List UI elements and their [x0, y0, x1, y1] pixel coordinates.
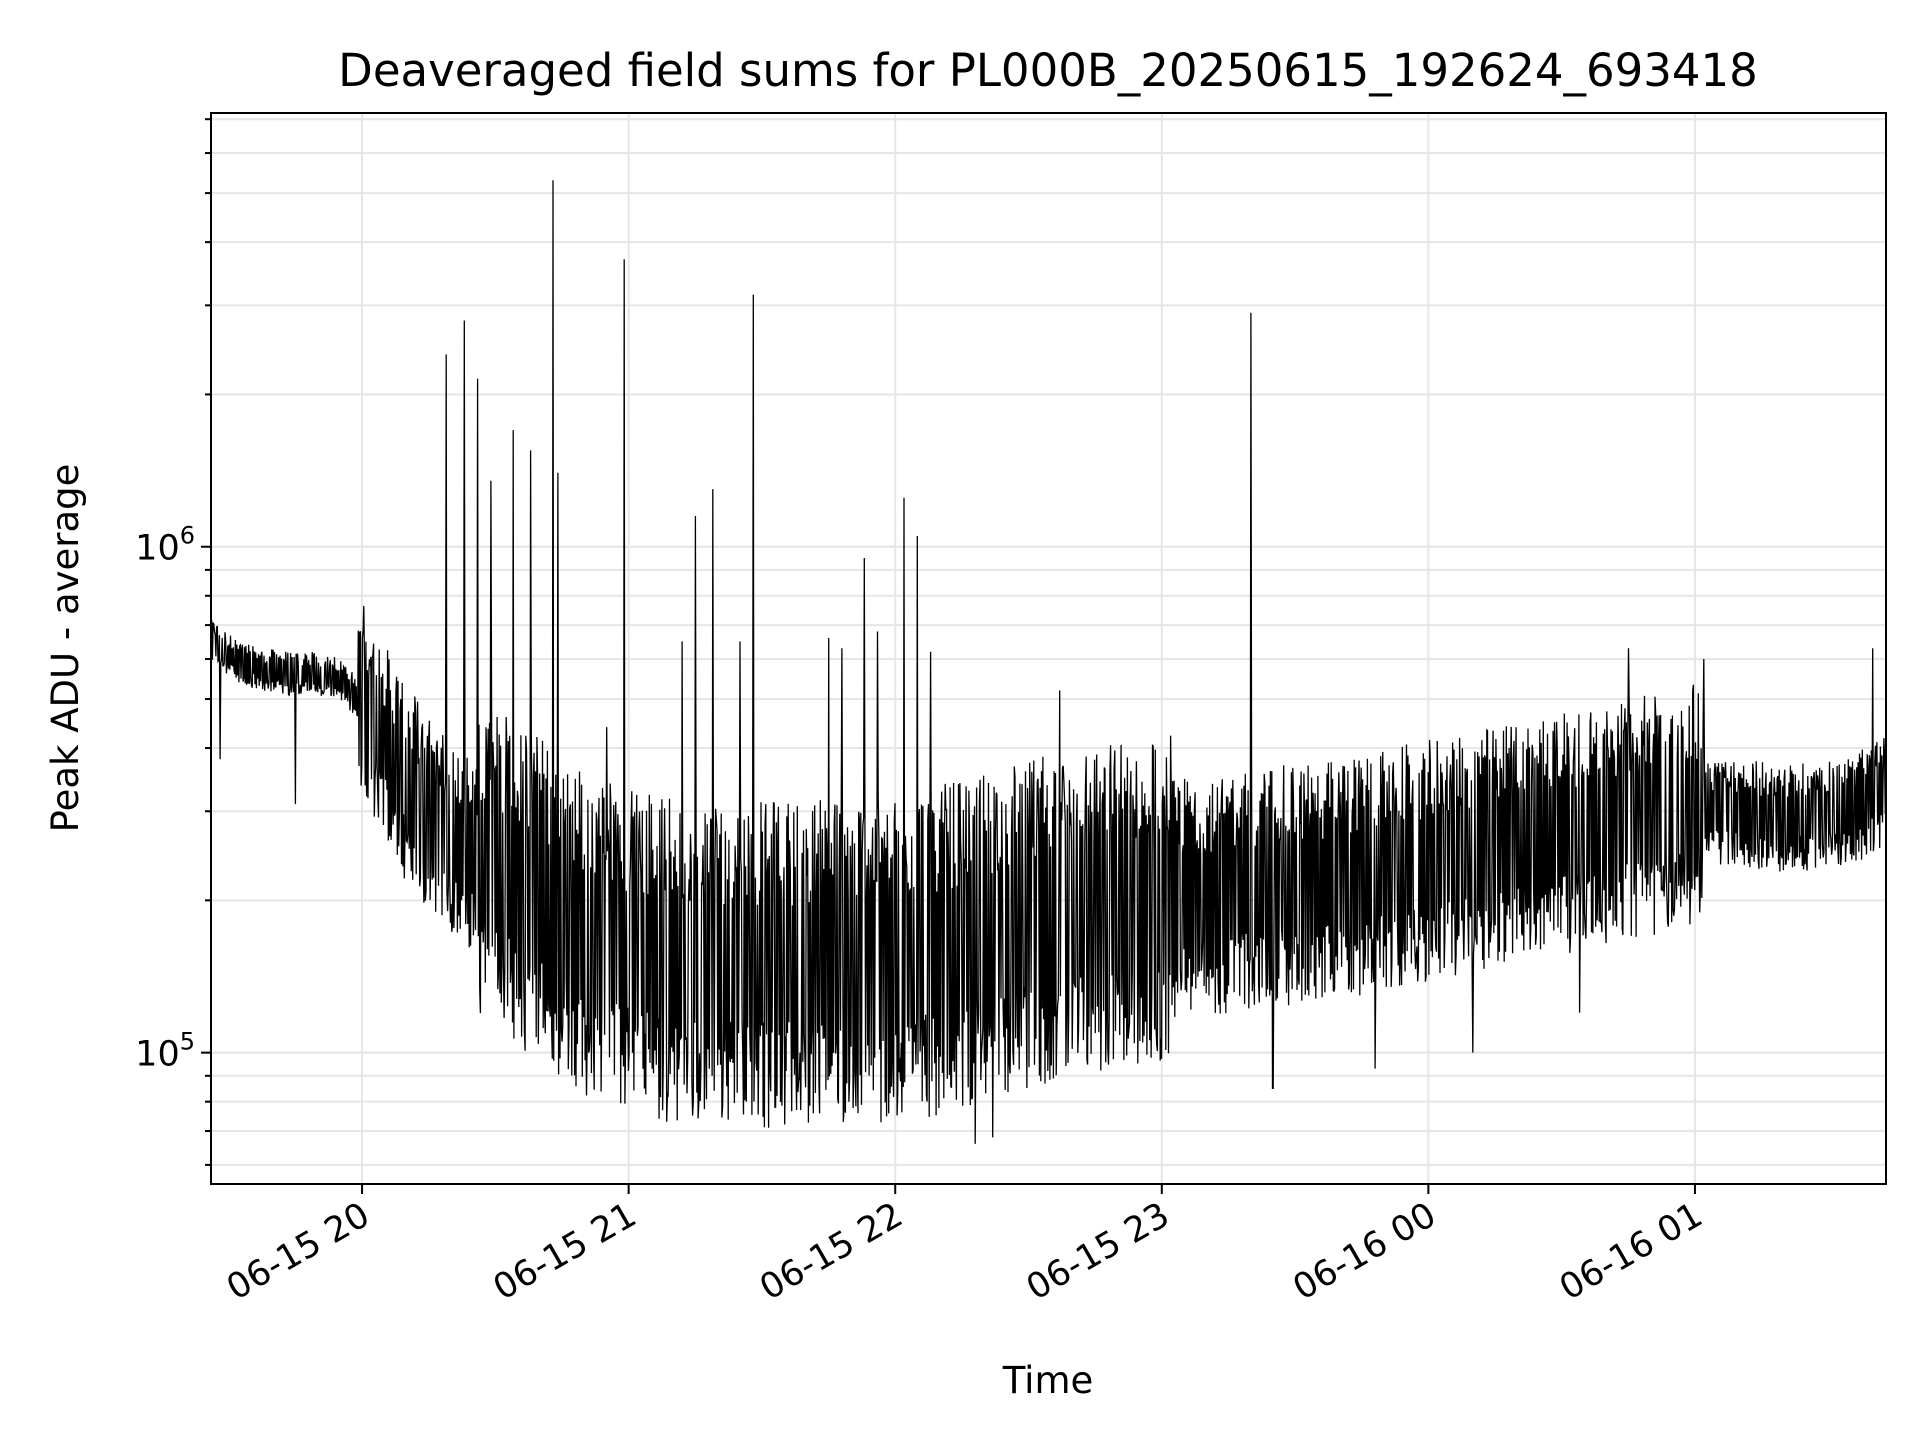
y-tick-label-exponent: 6	[180, 522, 195, 550]
y-tick-label: 106	[135, 522, 195, 569]
x-tick-label: 06-16 01	[1553, 1195, 1709, 1308]
y-tick-label-base: 10	[135, 1035, 180, 1075]
series-line	[210, 180, 1887, 1144]
y-tick-label-exponent: 5	[180, 1028, 195, 1056]
x-tick-label: 06-15 23	[1020, 1195, 1176, 1308]
y-tick-label: 105	[135, 1028, 195, 1075]
x-tick-label: 06-15 21	[487, 1195, 643, 1308]
x-axis-label: Time	[1002, 1359, 1094, 1402]
plot-area-frame	[210, 112, 1887, 1185]
x-tick-label: 06-16 00	[1287, 1195, 1443, 1308]
x-tick-label: 06-15 20	[220, 1195, 376, 1308]
y-tick-label-base: 10	[135, 529, 180, 569]
chart-title: Deaveraged field sums for PL000B_2025061…	[338, 44, 1758, 97]
x-tick-label: 06-15 22	[753, 1195, 909, 1308]
y-axis-label: Peak ADU - average	[44, 464, 87, 833]
